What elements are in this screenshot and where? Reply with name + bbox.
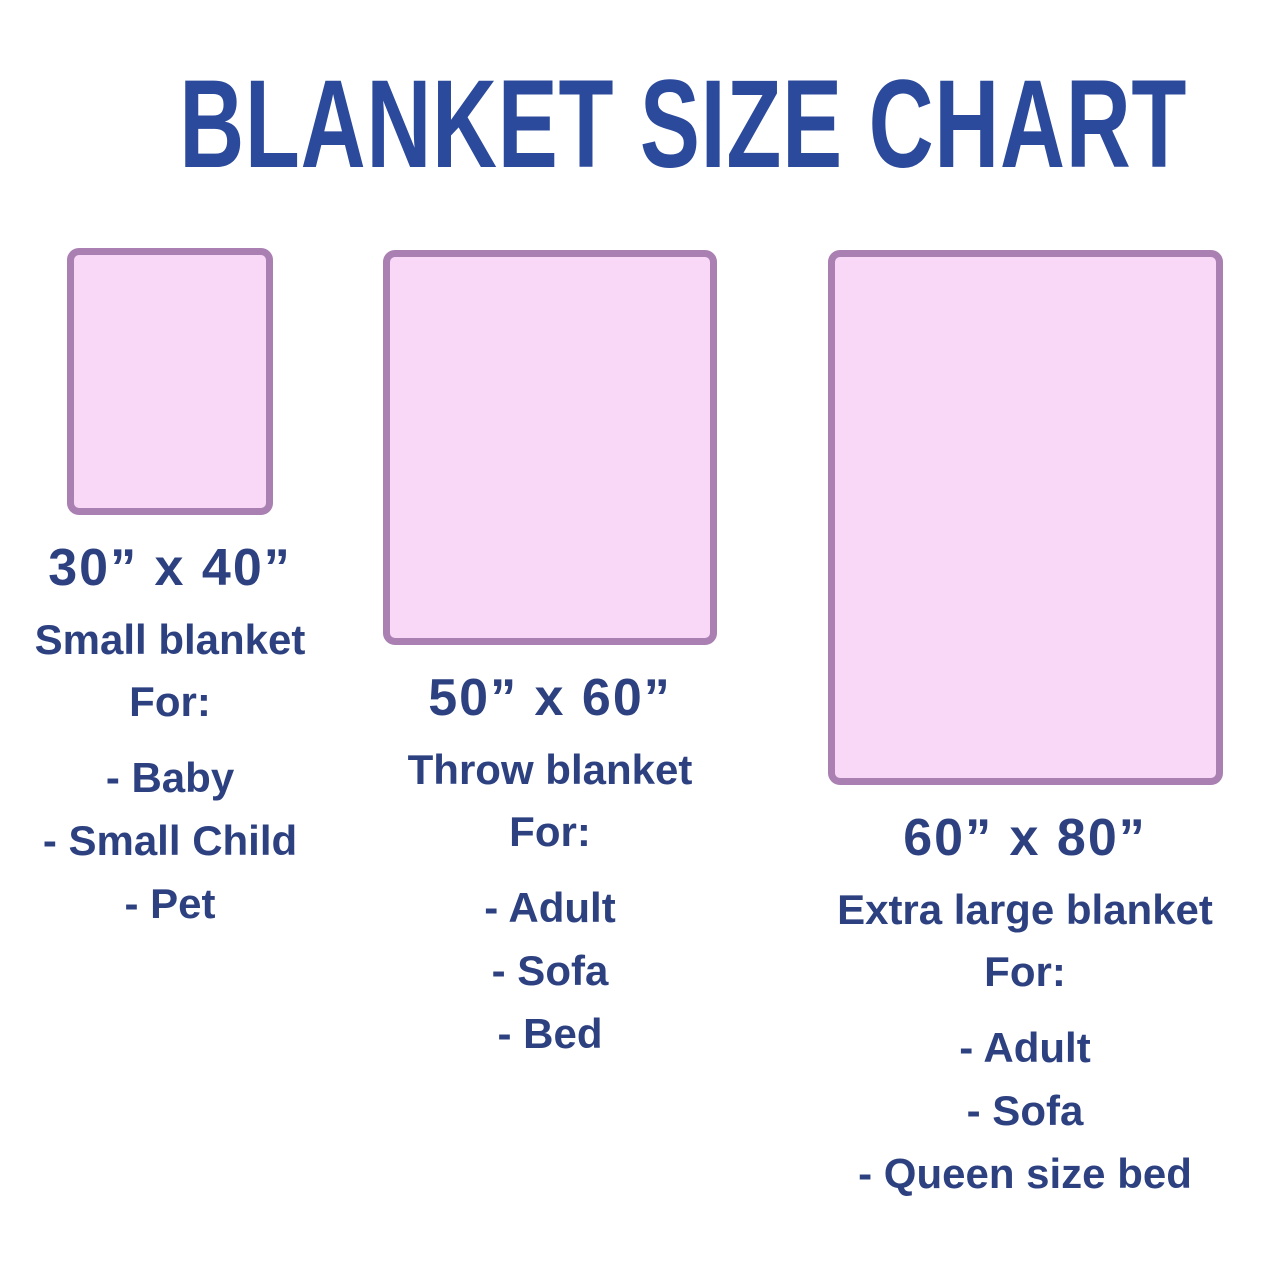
blanket-column-throw: 50” x 60” Throw blanket For: - Adult - S… [350, 248, 750, 1065]
size-label: 50” x 60” [428, 669, 672, 727]
use-item: - Baby [105, 753, 235, 801]
blanket-name: Extra large blanket [837, 885, 1213, 933]
use-item: - Bed [497, 1009, 603, 1057]
use-item: - Sofa [491, 946, 609, 994]
use-item: - Sofa [966, 1086, 1084, 1134]
blanket-swatch-throw [383, 250, 717, 645]
use-item: - Queen size bed [858, 1149, 1192, 1197]
blanket-swatch-small [67, 248, 273, 515]
blanket-column-small: 30” x 40” Small blanket For: - Baby - Sm… [0, 248, 340, 935]
size-label: 30” x 40” [48, 539, 292, 597]
for-label: For: [984, 948, 1066, 996]
blanket-name: Throw blanket [407, 745, 693, 793]
page-title: BLANKET SIZE CHART [179, 55, 1188, 194]
blanket-name: Small blanket [34, 615, 306, 663]
blanket-swatch-extra-large [827, 250, 1223, 785]
use-list: - Baby - Small Child - Pet [0, 746, 340, 935]
use-item: - Small Child [42, 816, 298, 864]
use-list: - Adult - Sofa - Queen size bed [800, 1016, 1250, 1205]
use-item: - Pet [124, 879, 216, 927]
size-label: 60” x 80” [903, 809, 1147, 867]
use-item: - Adult [484, 883, 616, 931]
blanket-column-extra-large: 60” x 80” Extra large blanket For: - Adu… [800, 248, 1250, 1205]
for-label: For: [509, 808, 591, 856]
use-item: - Adult [959, 1023, 1091, 1071]
for-label: For: [129, 678, 211, 726]
use-list: - Adult - Sofa - Bed [350, 876, 750, 1065]
